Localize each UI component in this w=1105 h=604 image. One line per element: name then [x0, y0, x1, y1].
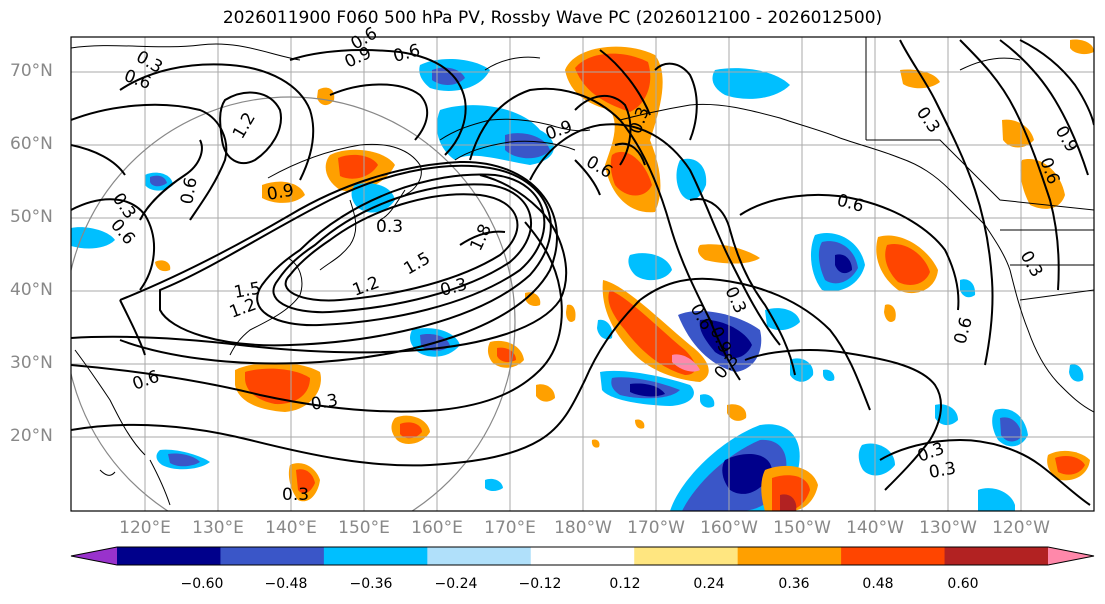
colorbar-extend-low — [71, 547, 117, 565]
contour-label: 1.5 — [232, 279, 262, 303]
contour-label: 0.3 — [376, 217, 403, 237]
colorbar-swatch — [944, 547, 1049, 565]
colorbar-tick-label: 0.12 — [609, 576, 641, 592]
colorbar-swatch — [737, 547, 842, 565]
colorbar-extend-high — [1048, 547, 1094, 565]
colorbar-tick-label: 0.24 — [693, 576, 725, 592]
lat-label-20N: 20°N — [10, 426, 53, 446]
colorbar-swatch — [634, 547, 739, 565]
contour-label: 0.3 — [282, 485, 309, 505]
colorbar-tick-label: −0.48 — [264, 576, 308, 592]
colorbar-tick-label: −0.60 — [180, 576, 224, 592]
contour-label: 0.9 — [543, 117, 575, 145]
contour-label: 0.3 — [927, 459, 957, 483]
colorbar-swatch — [117, 547, 221, 565]
colorbar-tick-label: −0.36 — [349, 576, 393, 592]
colorbar-swatch — [427, 547, 532, 565]
contour-label: 1.2 — [229, 109, 260, 142]
contour-label: 0.6 — [106, 215, 139, 249]
colorbar-swatch — [530, 547, 635, 565]
lat-label-50N: 50°N — [10, 207, 53, 227]
lon-label-130W: 130°W — [919, 518, 977, 538]
map-frame — [70, 36, 1095, 512]
lon-label-120W: 120°W — [992, 518, 1050, 538]
contour-label: 0.9 — [265, 181, 295, 205]
colorbar-swatch — [220, 547, 325, 565]
colorbar — [70, 546, 1095, 566]
contour-label: 0.9 — [1051, 123, 1082, 156]
lon-label-160E: 160°E — [411, 518, 463, 538]
contour-label: 1.8 — [466, 221, 496, 254]
lat-label-30N: 30°N — [10, 353, 53, 373]
colorbar-tick-label: −0.12 — [518, 576, 562, 592]
contour-label: 0.3 — [1016, 248, 1047, 281]
colorbar-swatch — [841, 547, 946, 565]
contour-label: 1.5 — [401, 248, 434, 279]
contour-label: 0.3 — [438, 275, 469, 301]
contour-label: 0.6 — [391, 41, 422, 67]
colorbar-swatch — [323, 547, 428, 565]
lon-label-130E: 130°E — [192, 518, 244, 538]
pv-contours — [71, 39, 1094, 506]
colorbar-outline — [70, 546, 1095, 566]
lon-label-180W: 180°W — [554, 518, 612, 538]
lat-label-40N: 40°N — [10, 280, 53, 300]
plot-title: 2026011900 F060 500 hPa PV, Rossby Wave … — [222, 8, 883, 28]
contour-label: 0.6 — [951, 315, 977, 346]
lon-label-120E: 120°E — [119, 518, 171, 538]
colorbar-tick-label: 0.36 — [778, 576, 810, 592]
contour-label: 0.6 — [177, 176, 201, 206]
contour-label: 0.6 — [835, 191, 866, 217]
colorbar-tick-label: −0.24 — [434, 576, 478, 592]
lat-label-70N: 70°N — [10, 61, 53, 81]
contour-label: 0.3 — [309, 391, 339, 415]
lon-label-170E: 170°E — [484, 518, 536, 538]
lon-label-160W: 160°W — [700, 518, 758, 538]
colorbar-tick-label: 0.60 — [947, 576, 979, 592]
lon-label-140E: 140°E — [265, 518, 317, 538]
lon-label-170W: 170°W — [627, 518, 685, 538]
colorbar-tick-label: 0.48 — [862, 576, 894, 592]
lon-label-150E: 150°E — [338, 518, 390, 538]
lon-label-140W: 140°W — [846, 518, 904, 538]
radius-circle — [71, 96, 516, 511]
lon-label-150W: 150°W — [773, 518, 831, 538]
lat-label-60N: 60°N — [10, 134, 53, 154]
